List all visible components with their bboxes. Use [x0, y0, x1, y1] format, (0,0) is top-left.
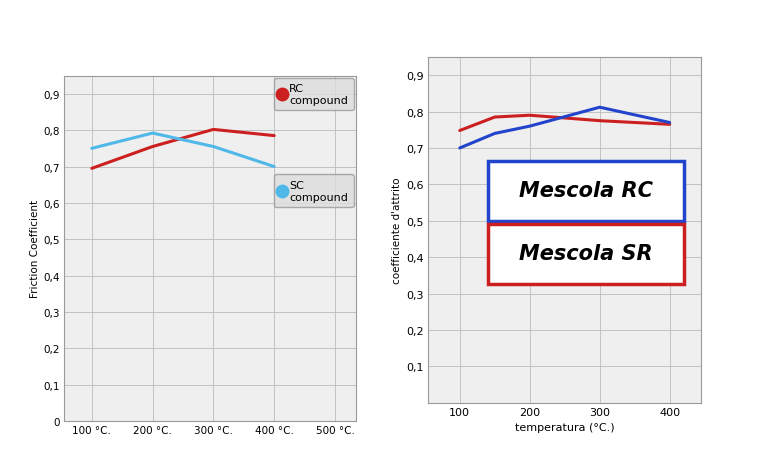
- Text: RACING: RACING: [19, 20, 138, 48]
- Y-axis label: coefficiente d'attrito: coefficiente d'attrito: [393, 177, 402, 283]
- Legend: SC
compound: SC compound: [274, 175, 354, 208]
- FancyBboxPatch shape: [487, 162, 684, 221]
- FancyBboxPatch shape: [487, 225, 684, 285]
- Text: Mescola SR: Mescola SR: [519, 244, 653, 264]
- X-axis label: temperatura (°C.): temperatura (°C.): [515, 423, 615, 432]
- Text: Mescola RC: Mescola RC: [518, 181, 653, 200]
- Y-axis label: Friction Coefficient: Friction Coefficient: [30, 200, 39, 298]
